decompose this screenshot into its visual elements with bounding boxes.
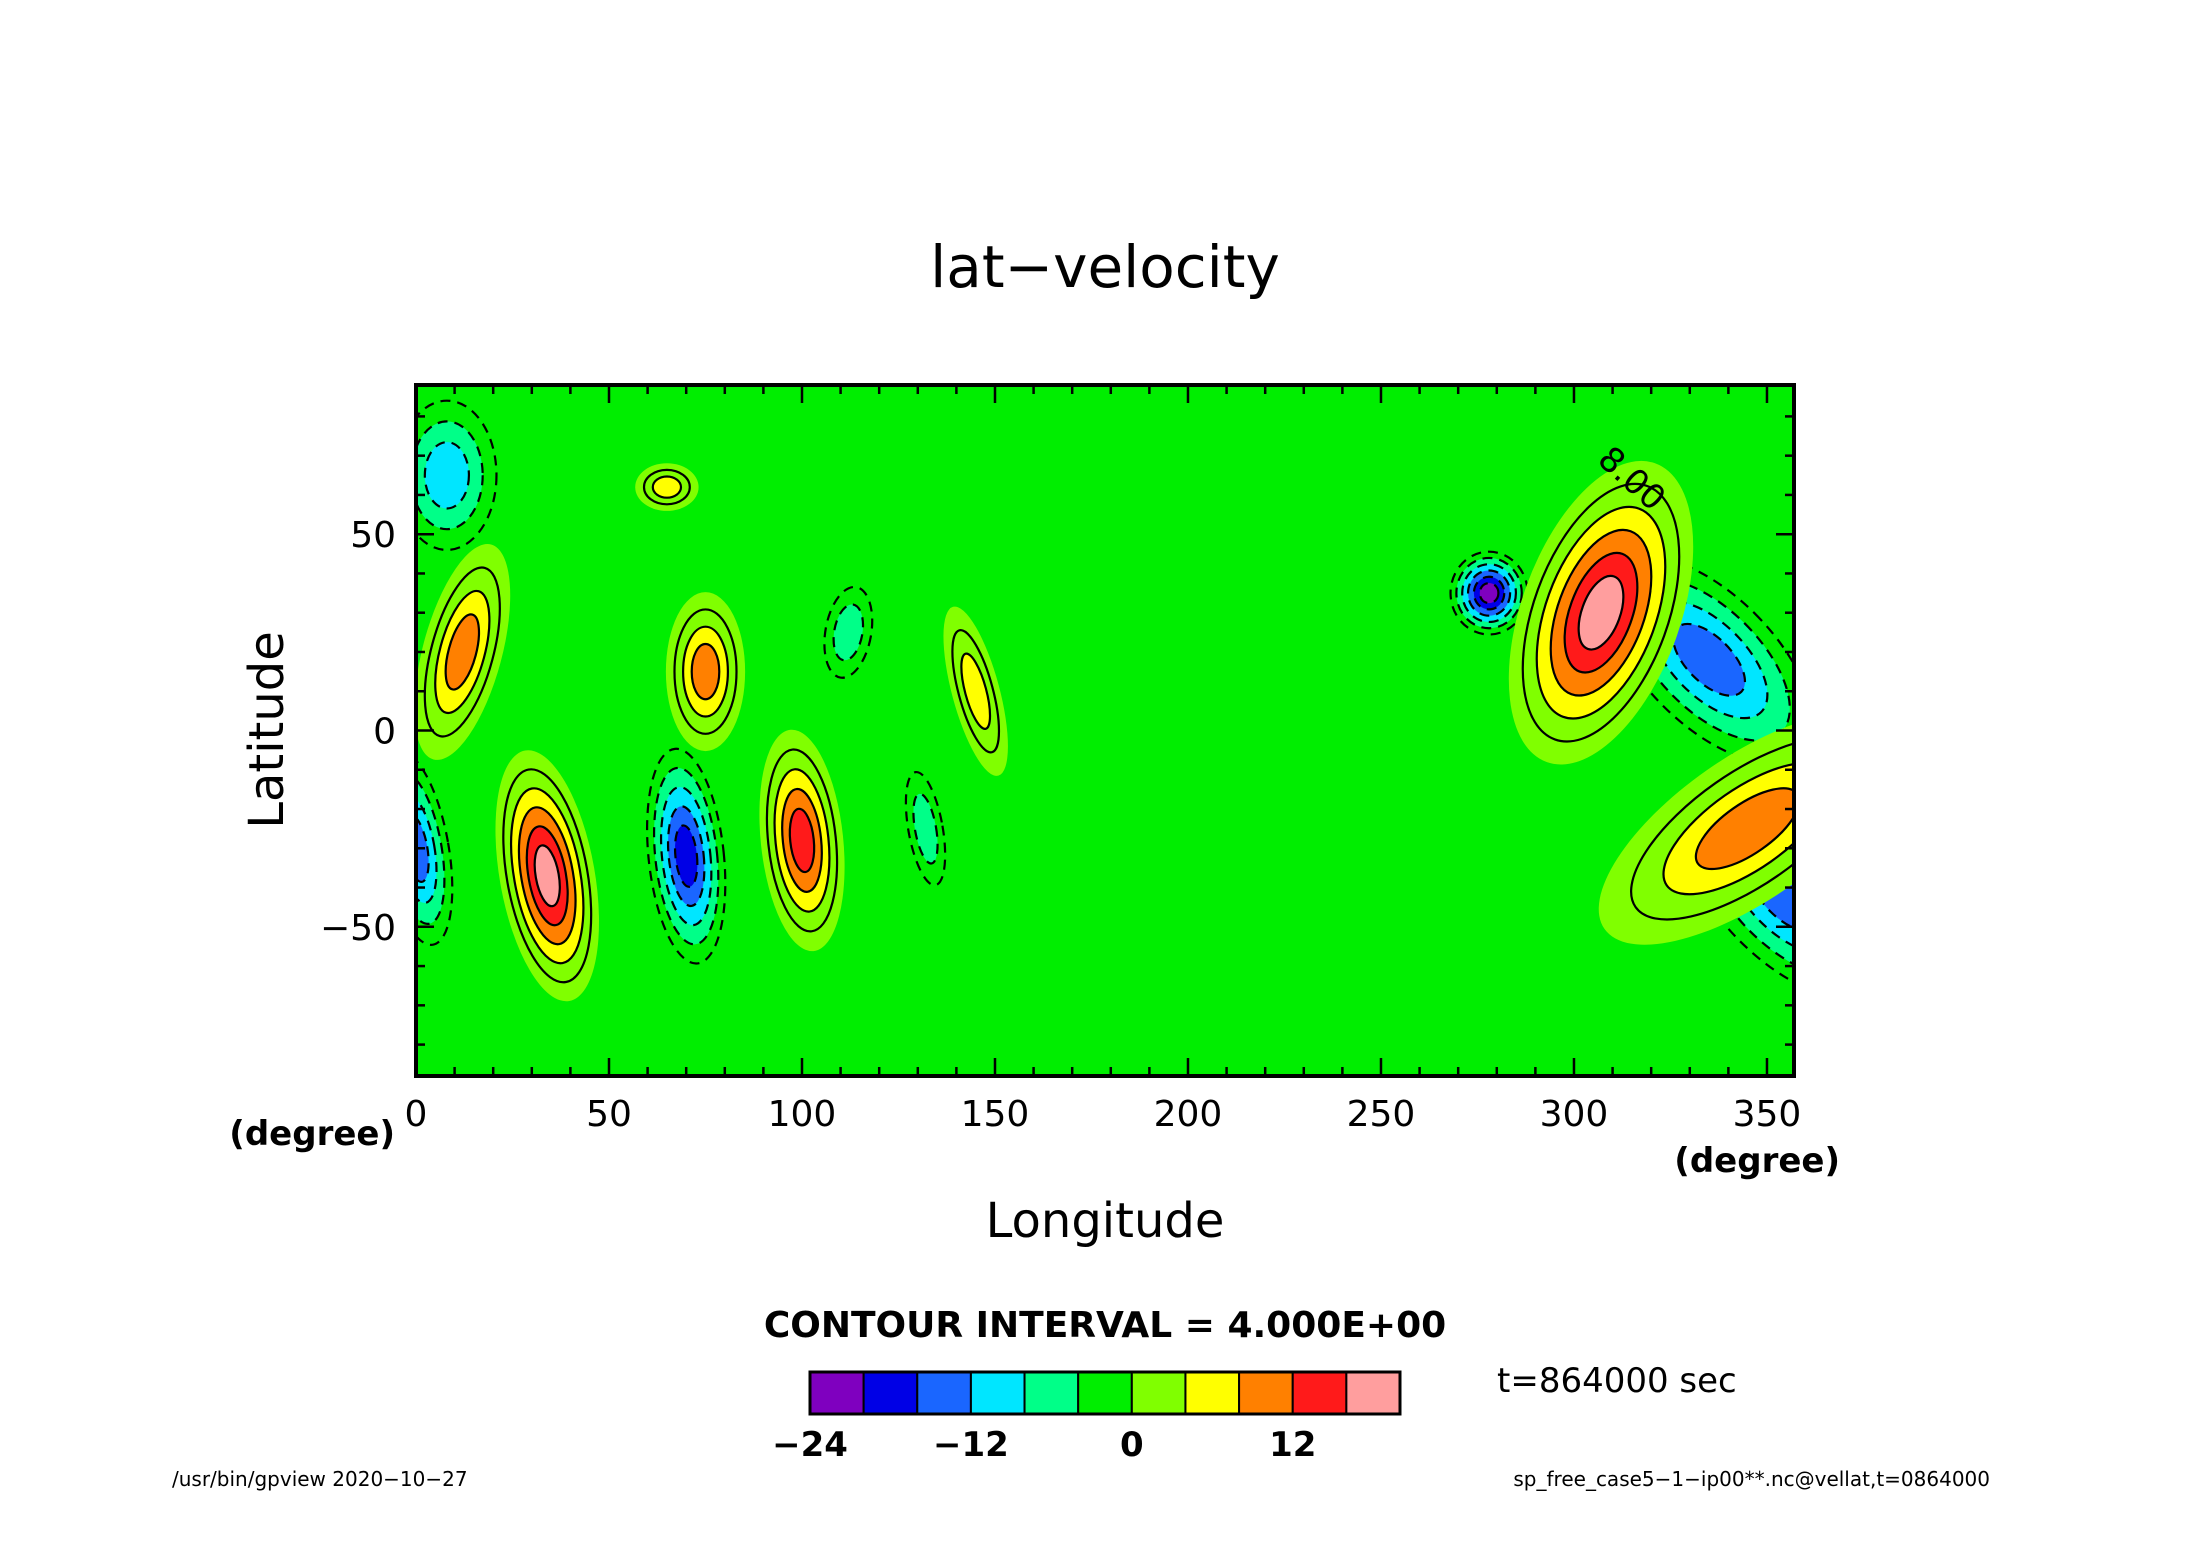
contour-band [912, 792, 939, 865]
colorbar-swatch [1184, 1371, 1241, 1415]
colorbar-swatch [969, 1371, 1026, 1415]
colorbar-swatch [1077, 1371, 1133, 1415]
y-tick-label: −50 [320, 908, 396, 949]
colorbar-swatch [916, 1371, 972, 1415]
contour-band [832, 603, 865, 662]
y-tick-label: 50 [350, 515, 396, 556]
x-tick-label: 350 [1733, 1094, 1802, 1135]
contour-feature [495, 750, 600, 1002]
x-tick-label: 150 [961, 1094, 1030, 1135]
x-tick-label: 0 [405, 1094, 428, 1135]
y-tick-label: 0 [373, 712, 396, 753]
chart-title: lat−velocity [930, 233, 1280, 301]
contour-feature [640, 729, 733, 983]
contour-feature [665, 592, 746, 752]
colorbar-swatch [1291, 1371, 1348, 1415]
contour-feature [416, 544, 511, 760]
contour-band [533, 844, 561, 908]
colorbar-swatch [1238, 1371, 1294, 1415]
contour-band [690, 642, 721, 701]
colorbar-tick-label: 0 [1120, 1425, 1144, 1465]
colorbar-swatch [1023, 1371, 1080, 1415]
x-tick-label: 250 [1347, 1094, 1416, 1135]
contour-band [444, 613, 481, 691]
footer-left: /usr/bin/gpview 2020−10−27 [172, 1467, 468, 1491]
x-tick-label: 200 [1154, 1094, 1223, 1135]
contour-features [416, 385, 1794, 1021]
contour-feature [1598, 712, 1794, 945]
colorbar-swatch [809, 1371, 865, 1415]
y-unit-label: (degree) [1674, 1141, 1840, 1181]
contour-feature [635, 463, 699, 511]
contour-feature [1508, 460, 1694, 765]
colorbar-frame [808, 1370, 1402, 1416]
contour-interval-label: CONTOUR INTERVAL = 4.000E+00 [764, 1305, 1446, 1346]
contour-feature [759, 729, 845, 952]
contour-band [1577, 574, 1625, 651]
x-tick-label: 100 [768, 1094, 837, 1135]
contour-band [673, 824, 699, 888]
contour-feature [943, 606, 1008, 776]
contour-feature [1444, 545, 1534, 641]
contour-band [788, 807, 816, 874]
colorbar-tick-label: 12 [1269, 1425, 1316, 1465]
colorbar-tick-label: −24 [772, 1425, 848, 1465]
x-unit-label: (degree) [229, 1114, 395, 1154]
contour-band [423, 441, 471, 510]
y-axis: −50 0 50 [320, 415, 1794, 1046]
y-axis-label: Latitude [239, 631, 295, 829]
colorbar-swatch [862, 1371, 919, 1415]
contour-band [1672, 622, 1747, 697]
contour-feature [416, 385, 511, 571]
time-label: t=864000 sec [1497, 1361, 1737, 1401]
colorbar-swatch [1345, 1371, 1402, 1415]
colorbar-swatch [1130, 1371, 1187, 1415]
x-tick-label: 50 [586, 1094, 632, 1135]
x-axis-label: Longitude [986, 1193, 1225, 1249]
colorbar: −24 −12 0 12 [772, 1370, 1402, 1465]
contour-band [651, 475, 683, 499]
plot-area [416, 385, 1794, 1076]
contour-band [1694, 787, 1794, 871]
contour-band [960, 652, 992, 730]
contour-band [1478, 581, 1500, 605]
footer-right: sp_free_case5−1−ip00**.nc@vellat,t=08640… [1513, 1467, 1990, 1491]
contour-feature [898, 750, 953, 908]
x-axis: 0 50 100 150 200 250 300 350 [405, 385, 1802, 1135]
contour-feature [815, 569, 882, 696]
colorbar-tick-label: −12 [933, 1425, 1009, 1465]
x-tick-label: 300 [1540, 1094, 1609, 1135]
